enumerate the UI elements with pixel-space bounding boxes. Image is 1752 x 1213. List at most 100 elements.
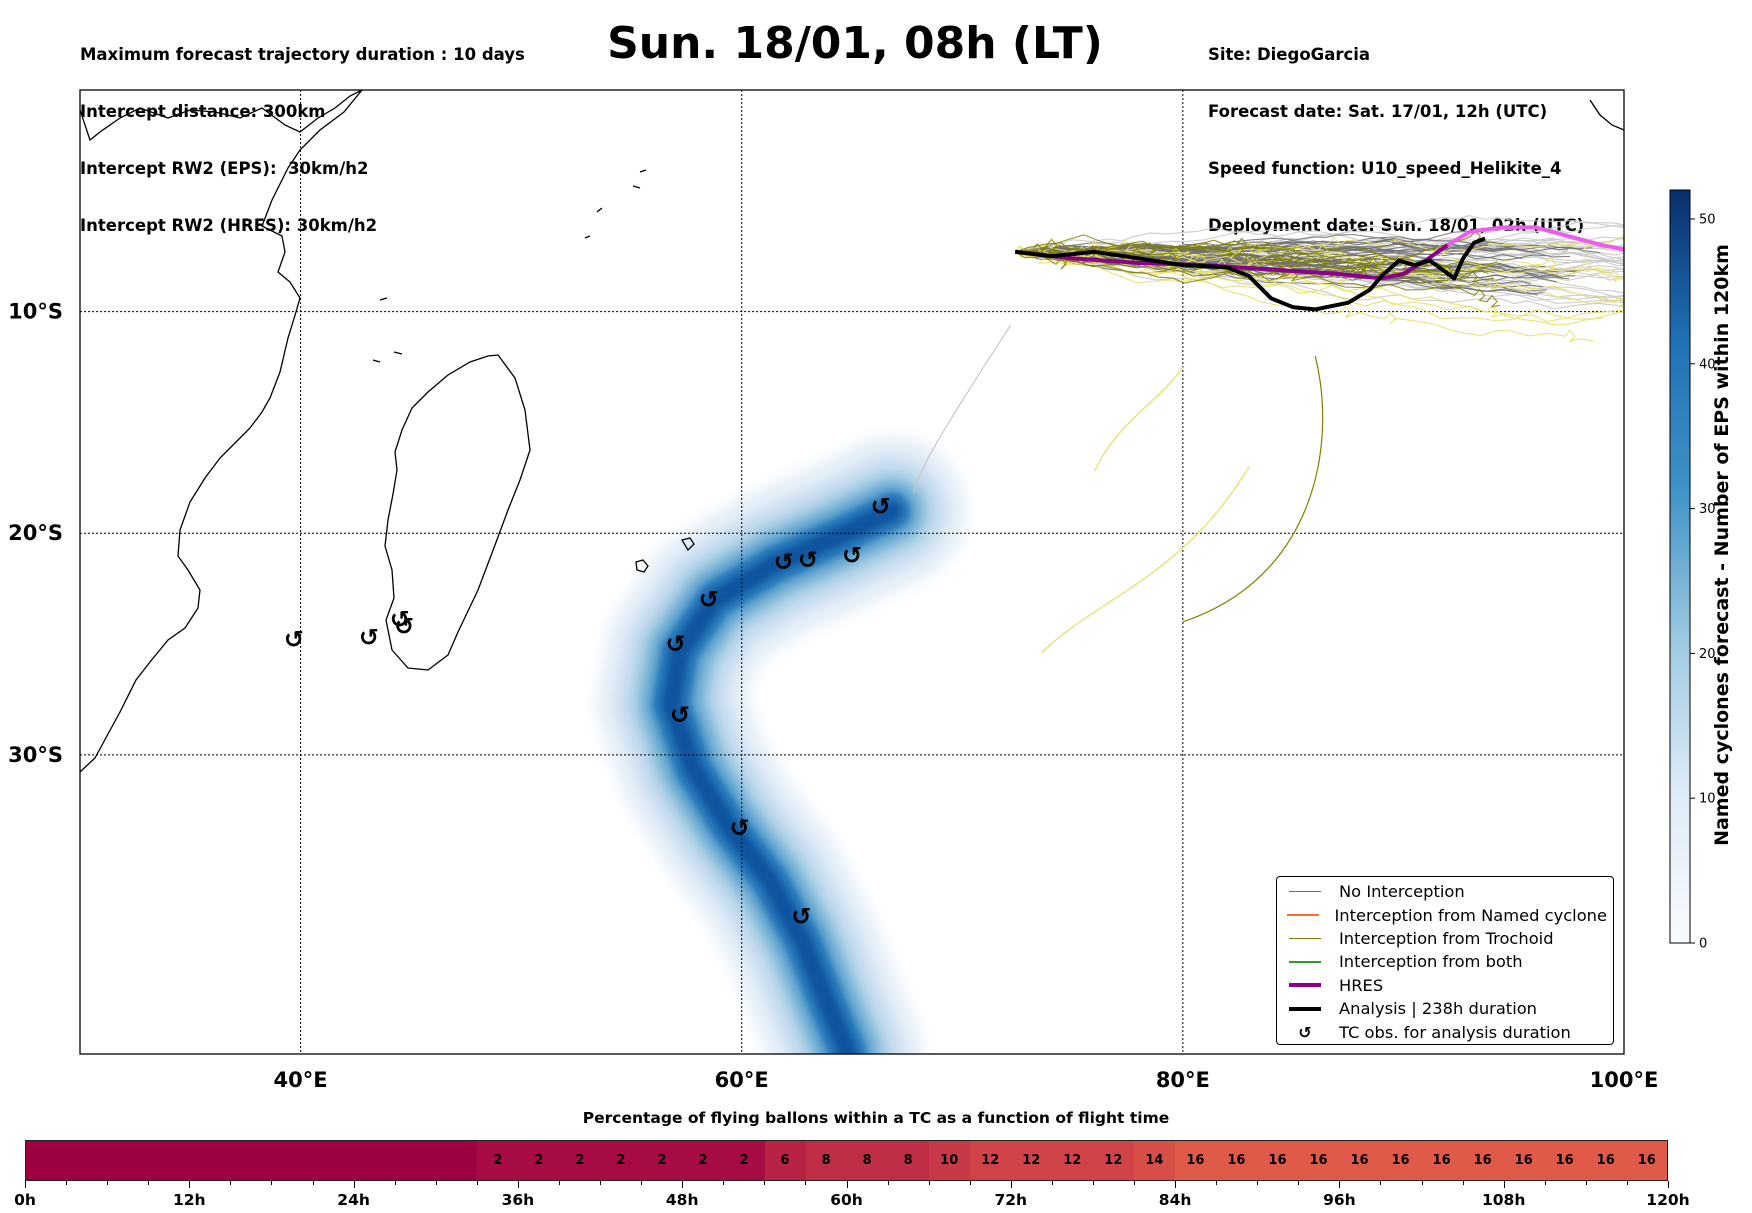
bar-cell: 16 [1626, 1141, 1668, 1180]
bar-tick-mark [1421, 1181, 1423, 1185]
bar-tick-mark [189, 1181, 191, 1188]
bar-cell: 16 [1585, 1141, 1627, 1180]
bar-tick-mark [107, 1181, 109, 1185]
tc-symbol-icon: ↺ [665, 630, 685, 658]
bar-cell: 12 [1051, 1141, 1093, 1180]
bar-cell: 2 [641, 1141, 683, 1180]
bar-cell: 8 [846, 1141, 888, 1180]
bar-tick-mark [1339, 1181, 1341, 1188]
header-line: Intercept RW2 (HRES): 30km/h2 [80, 216, 378, 235]
africa-coast [80, 90, 363, 773]
header-line: Intercept RW2 (EPS): 30km/h2 [80, 159, 369, 178]
bar-tick-mark [1051, 1181, 1053, 1185]
tc-percentage-bar: 2 2 2 2 2 2 2 6 8 8 8 10 12 12 12 12 14 16 16 16 16 16 16 16 16 1… [25, 1140, 1668, 1181]
legend-item: HRES [1283, 974, 1607, 997]
map-axis-labels: 40°E 60°E 80°E 100°E 10°S 20°S 30°S [8, 300, 1658, 1092]
trajectory-line [1015, 251, 1624, 322]
bar-tick-mark [1216, 1181, 1218, 1185]
bar-tick-mark [969, 1181, 971, 1185]
colorbar-label: Named cyclones forecast - Number of EPS … [1711, 244, 1733, 846]
lat-tick-label: 20°S [8, 521, 63, 545]
bar-cell: 16 [1462, 1141, 1504, 1180]
madagascar-coast [384, 354, 531, 671]
hres-track-line [1446, 225, 1624, 252]
bar-cell: 14 [1133, 1141, 1175, 1180]
bar-cell [67, 1141, 109, 1180]
legend-label: Interception from Trochoid [1339, 928, 1554, 948]
tc-symbol-icon: ↺ [1298, 1022, 1312, 1042]
trajectory-line [1015, 238, 1488, 278]
bar-cell [26, 1141, 68, 1180]
bar-title: Percentage of flying ballons within a TC… [582, 1109, 1170, 1127]
bar-tick-mark [723, 1181, 725, 1185]
bar-tick-label: 24h [337, 1191, 370, 1209]
legend-item: No Interception [1283, 880, 1607, 903]
page-title: Sun. 18/01, 08h (LT) [607, 18, 1103, 69]
bar-tick-mark [353, 1181, 355, 1188]
legend-item: Analysis | 238h duration [1283, 997, 1607, 1020]
bar-tick-label: 48h [665, 1191, 699, 1209]
tc-symbol-icon: ↺ [798, 546, 818, 574]
lon-tick-label: 100°E [1590, 1068, 1659, 1092]
bar-cell: 16 [1544, 1141, 1586, 1180]
density-band [662, 502, 901, 1054]
bar-tick-mark [66, 1181, 68, 1185]
bar-cell: 16 [1174, 1141, 1216, 1180]
bar-tick-mark [1175, 1181, 1177, 1188]
bar-tick-label: 84h [1158, 1191, 1192, 1209]
bar-cell: 8 [887, 1141, 929, 1180]
bar-tick-mark [1298, 1181, 1300, 1185]
bar-tick-mark [25, 1181, 26, 1188]
hres-track-line [1014, 243, 1449, 281]
trajectory-line [1041, 466, 1250, 654]
colorbar-tick-label: 20 [1699, 647, 1716, 662]
bar-cell: 8 [805, 1141, 847, 1180]
tc-symbol-icon: ↺ [699, 586, 719, 614]
header-line: Forecast date: Sat. 17/01, 12h (UTC) [1208, 102, 1548, 121]
bar-tick-mark [1503, 1181, 1505, 1188]
bar-cell: 6 [764, 1141, 806, 1180]
tc-symbol-icon: ↺ [842, 541, 862, 569]
comoros-coast [372, 297, 403, 363]
colorbar-tick-label: 30 [1699, 502, 1716, 517]
bar-tick-mark [558, 1181, 560, 1185]
bar-tick-label: 36h [501, 1191, 535, 1209]
bar-tick-mark [764, 1181, 766, 1185]
bar-tick-label: 96h [1323, 1191, 1356, 1209]
bar-tick-mark [1134, 1181, 1136, 1185]
bar-tick-mark [682, 1181, 684, 1188]
bar-cell: 2 [559, 1141, 601, 1180]
lon-tick-label: 40°E [274, 1068, 328, 1092]
trajectory-line [1015, 235, 1624, 263]
map-frame [79, 89, 1625, 1055]
header-right-info: Site: DiegoGarcia Forecast date: Sat. 17… [1208, 7, 1584, 254]
trajectory-line [1014, 239, 1624, 282]
bar-cell: 12 [969, 1141, 1011, 1180]
tc-symbol-icon: ↺ [871, 493, 891, 521]
cyclone-density-layer [596, 436, 967, 1054]
bar-cell [190, 1141, 232, 1180]
bar-tick-mark [1626, 1181, 1628, 1185]
header-left-info: Maximum forecast trajectory duration : 1… [80, 7, 525, 254]
tc-symbol-icon: ↺ [729, 814, 749, 842]
seychelles-coast [584, 169, 647, 239]
bar-tick-mark [805, 1181, 807, 1185]
tc-symbol-icon: ↺ [284, 626, 304, 654]
bar-cell [436, 1141, 478, 1180]
legend-line-analysis [1289, 1006, 1321, 1011]
bar-cell: 16 [1339, 1141, 1381, 1180]
legend-label: No Interception [1339, 882, 1465, 902]
tc-symbol-icon: ↺ [774, 548, 794, 576]
trajectory-line [1015, 251, 1624, 310]
analysis-track-line [1014, 236, 1486, 312]
bar-tick-mark [271, 1181, 273, 1185]
bar-tick-label: 60h [830, 1191, 863, 1209]
header-line: Site: DiegoGarcia [1208, 45, 1371, 64]
legend-label: HRES [1339, 975, 1384, 995]
bar-tick-label: 108h [1481, 1191, 1526, 1209]
bar-cell: 16 [1215, 1141, 1257, 1180]
bar-cell [313, 1141, 355, 1180]
legend-label: Interception from Named cyclone [1334, 905, 1608, 925]
